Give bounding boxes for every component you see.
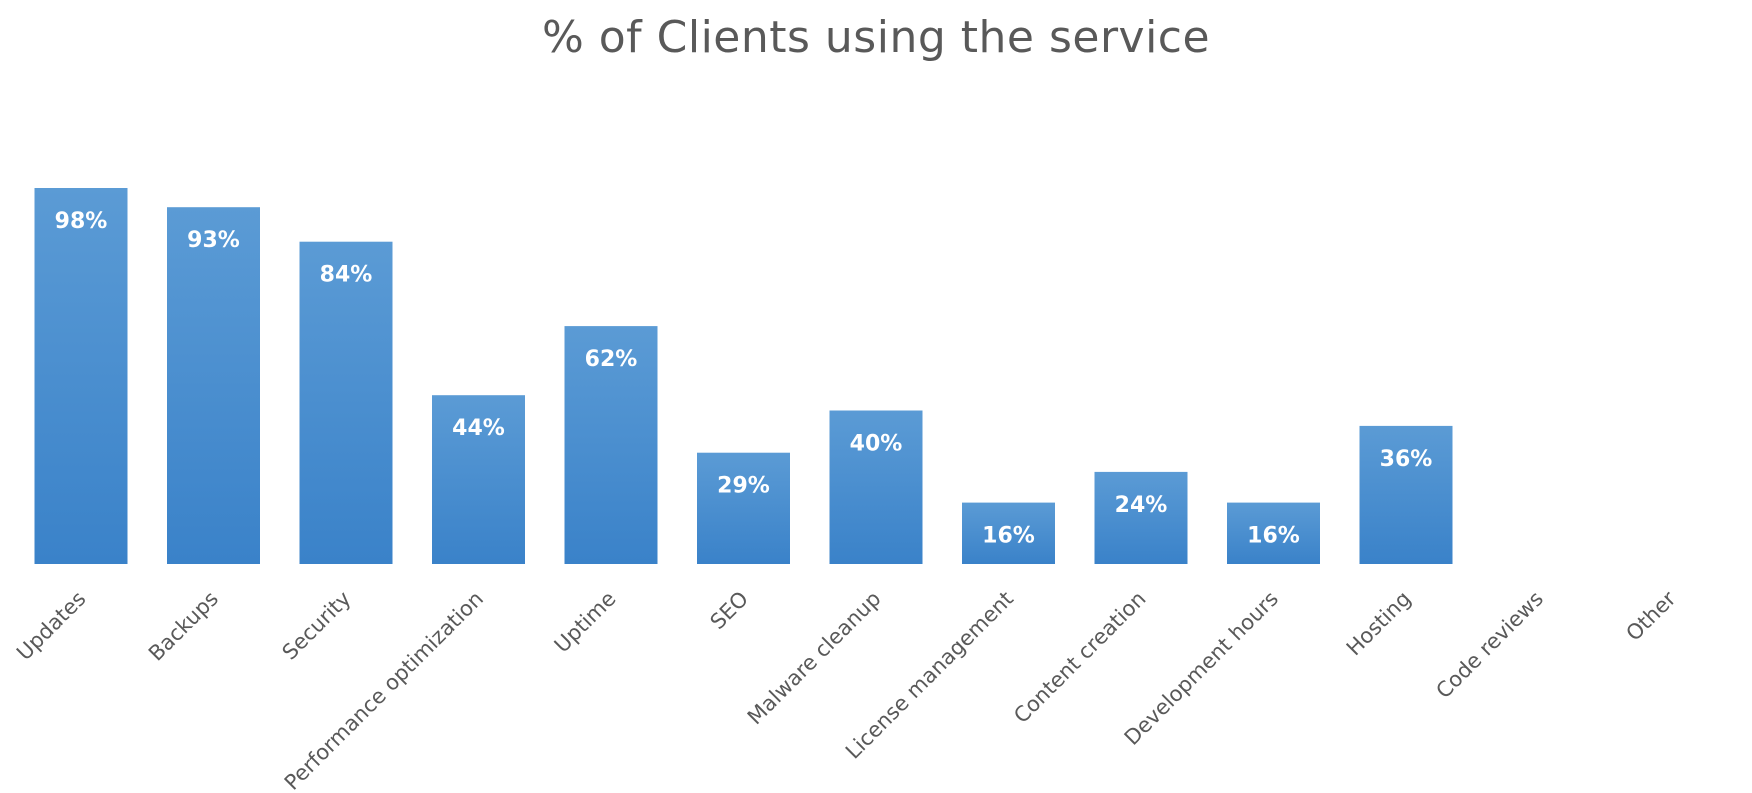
- data-labels-layer: 98% 93% 84% 44% 62% 29% 40% 16% 24% 16% 36%: [55, 209, 1433, 549]
- bar-seo: [697, 452, 790, 564]
- tick-label-updates: Updates: [12, 587, 90, 665]
- tick-label-other: Other: [1621, 586, 1680, 645]
- tick-label-uptime: Uptime: [550, 587, 621, 658]
- bar-performance-optimization: [432, 395, 525, 564]
- bar-updates: [34, 188, 128, 564]
- tick-label-content-creation: Content creation: [1009, 587, 1150, 728]
- tick-label-code-reviews: Code reviews: [1431, 587, 1548, 704]
- bar-development-hours: [1227, 502, 1320, 564]
- bar-content-creation: [1094, 471, 1188, 564]
- tick-label-malware-cleanup: Malware cleanup: [743, 587, 886, 730]
- data-label-hosting: 36%: [1380, 447, 1433, 472]
- data-label-backups: 93%: [187, 228, 240, 253]
- bar-hosting: [1359, 425, 1453, 564]
- data-label-license-management: 16%: [982, 524, 1035, 549]
- data-label-development-hours: 16%: [1247, 524, 1300, 549]
- data-label-content-creation: 24%: [1115, 493, 1168, 518]
- data-label-performance-optimization: 44%: [452, 416, 505, 441]
- tick-label-development-hours: Development hours: [1120, 587, 1283, 750]
- bar-uptime: [564, 326, 658, 564]
- bar-backups: [167, 207, 260, 564]
- bar-security: [299, 241, 393, 564]
- data-label-seo: 29%: [717, 474, 770, 499]
- tick-label-backups: Backups: [144, 587, 223, 666]
- chart-title: % of Clients using the service: [541, 12, 1211, 63]
- bar-malware-cleanup: [829, 410, 923, 564]
- data-label-malware-cleanup: 40%: [850, 432, 903, 457]
- data-label-updates: 98%: [55, 209, 108, 234]
- bar-license-management: [962, 502, 1055, 564]
- data-label-security: 84%: [320, 263, 373, 288]
- data-label-uptime: 62%: [585, 347, 638, 372]
- tick-label-security: Security: [278, 587, 356, 665]
- tick-label-seo: SEO: [706, 587, 753, 634]
- tick-label-hosting: Hosting: [1342, 587, 1416, 661]
- bars-layer: [34, 188, 1453, 564]
